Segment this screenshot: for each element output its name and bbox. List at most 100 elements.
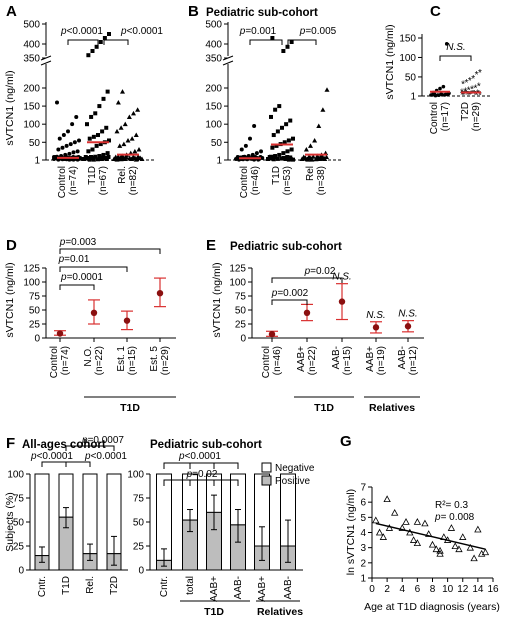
y-tick-label: 3 (360, 543, 366, 554)
p-value-annotation: p=0.003 (59, 237, 97, 248)
data-point (274, 143, 279, 148)
x-category-label: Est. 1 (116, 346, 127, 372)
y-tick-label: 0 (240, 334, 246, 345)
data-point (269, 154, 273, 159)
data-point (277, 152, 282, 157)
data-point (106, 155, 111, 159)
data-point (90, 49, 95, 53)
data-point (451, 542, 459, 550)
data-point (246, 154, 251, 159)
p-value-annotation: p=0.02 (304, 266, 336, 277)
y-tick-label: 50 (235, 306, 247, 317)
p-value-annotation: p=0.0007 (81, 435, 124, 446)
x-category-label: Rel. (117, 166, 128, 184)
data-point (275, 129, 280, 134)
data-point (321, 156, 327, 161)
data-point (126, 114, 132, 119)
x-category-label: Control (261, 346, 272, 378)
data-point (481, 548, 490, 556)
p-value-annotation: p<0.0001 (84, 451, 127, 462)
data-point (324, 87, 330, 92)
data-point (90, 147, 95, 152)
data-point (98, 142, 103, 147)
data-point (132, 148, 138, 154)
data-point: * (465, 89, 469, 100)
data-point (114, 157, 120, 162)
data-point (100, 156, 105, 161)
significance-bracket (59, 266, 128, 272)
panel-label-C: C (430, 3, 441, 20)
x-tick-label: 6 (415, 584, 421, 595)
significance-bracket (249, 39, 283, 45)
data-point (474, 525, 482, 533)
data-point: * (469, 89, 473, 100)
data-point: * (461, 90, 465, 101)
data-point (286, 138, 291, 143)
panel-label-D: D (6, 237, 17, 254)
x-tick-label: 10 (442, 584, 454, 595)
data-point (75, 149, 80, 154)
data-point (248, 136, 252, 141)
bar-negative (156, 473, 172, 561)
y-tick-label: 125 (23, 264, 40, 275)
data-point (77, 138, 81, 143)
data-point (117, 143, 123, 148)
significance-bracket (103, 39, 129, 45)
data-point (303, 147, 309, 152)
data-point (308, 143, 313, 148)
data-point (466, 543, 474, 551)
data-point (115, 99, 121, 105)
y-tick-label: 25 (235, 320, 247, 331)
ns-annotation: N.S. (446, 42, 465, 53)
data-point (259, 149, 263, 154)
data-point (438, 86, 442, 91)
data-point (289, 147, 294, 152)
y-tick-label: 25 (29, 320, 41, 331)
data-point (85, 122, 89, 127)
data-point: * (461, 80, 465, 91)
data-point (289, 40, 294, 44)
x-category-label: AAB+ (209, 576, 220, 602)
data-point (312, 137, 318, 143)
x-category-label-n: (n=46) (272, 346, 283, 375)
data-point (61, 133, 66, 138)
data-point (131, 155, 136, 161)
x-category-label: AAB+ (257, 576, 268, 602)
mean-point (123, 317, 131, 324)
y-tick-label: 350 (23, 54, 40, 65)
data-point (64, 143, 69, 148)
data-point (93, 154, 98, 159)
r-squared-annotation: R²= 0.3 (435, 500, 469, 511)
significance-bracket (439, 55, 472, 61)
y-axis-title: sVTCN1 (ng/ml) (384, 24, 396, 99)
data-point (270, 145, 275, 150)
data-point: * (470, 84, 474, 95)
data-point (122, 121, 128, 127)
data-point (432, 545, 440, 553)
mean-point (90, 309, 98, 316)
p-value-annotation: p=0.001 (239, 26, 277, 37)
significance-bracket (65, 445, 115, 451)
data-point (402, 518, 410, 525)
y-tick-label: 100 (229, 278, 246, 289)
data-point: * (471, 74, 475, 85)
data-point (94, 44, 99, 49)
panel-title-B: Pediatric sub-cohort (206, 7, 318, 19)
x-category-label-n: (n=82) (128, 166, 139, 195)
data-point (105, 89, 110, 94)
x-category-label-n: (n=29) (160, 346, 171, 375)
data-point (91, 157, 96, 162)
data-point (285, 149, 290, 154)
data-point (398, 524, 406, 531)
data-point: * (466, 90, 470, 101)
data-point (413, 539, 422, 547)
data-point (100, 129, 105, 134)
data-point: * (475, 91, 479, 102)
y-tick-label: 50 (133, 518, 145, 529)
y-tick-label: 400 (205, 40, 222, 51)
data-point (67, 151, 72, 156)
y-axis-title: ln sVTCN1 (ng/ml) (345, 489, 357, 575)
data-point (93, 111, 98, 116)
data-point (126, 156, 132, 161)
significance-bracket (59, 248, 161, 254)
